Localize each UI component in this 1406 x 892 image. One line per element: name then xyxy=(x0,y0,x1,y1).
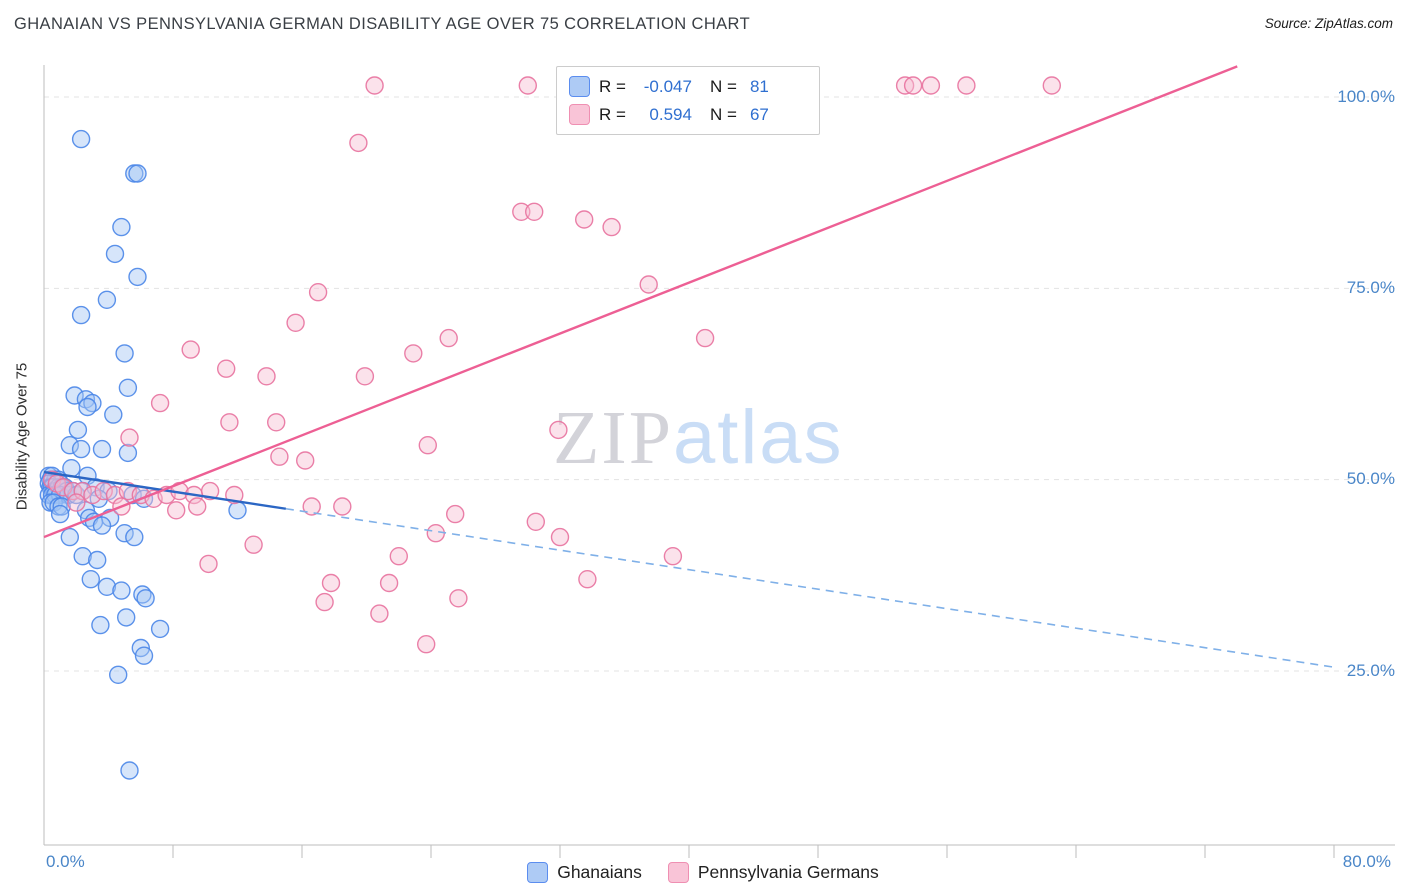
series-legend: Ghanaians Pennsylvania Germans xyxy=(0,862,1406,883)
legend-item-ghanaians: Ghanaians xyxy=(527,862,642,883)
legend-row-ghanaians: R = -0.047 N = 81 xyxy=(569,76,807,97)
y-axis-label: Disability Age Over 75 xyxy=(13,362,31,511)
ghanaians-swatch-icon xyxy=(527,862,549,883)
pennsylvania-swatch-icon xyxy=(667,862,689,883)
x-tick-max: 80.0% xyxy=(1342,852,1391,871)
y-tick-75: 75.0% xyxy=(1346,278,1395,297)
correlation-legend: R = -0.047 N = 81 R = 0.594 N = 67 xyxy=(556,66,820,135)
page-title: GHANAIAN VS PENNSYLVANIA GERMAN DISABILI… xyxy=(14,15,751,33)
r-label: R = xyxy=(599,104,626,124)
pennsylvania-label: Pennsylvania Germans xyxy=(697,862,879,882)
pennsylvania-n-value: 67 xyxy=(749,104,769,124)
r-label: R = xyxy=(599,76,626,96)
pennsylvania-swatch-icon xyxy=(569,104,590,125)
ghanaians-n-value: 81 xyxy=(749,76,769,96)
y-tick-25: 25.0% xyxy=(1346,661,1395,680)
n-label: N = xyxy=(709,76,737,96)
ghanaians-r-value: -0.047 xyxy=(643,76,692,96)
ghanaians-swatch-icon xyxy=(569,76,590,97)
legend-item-pennsylvania: Pennsylvania Germans xyxy=(667,862,879,883)
y-tick-100: 100.0% xyxy=(1337,87,1395,106)
source-attribution: Source: ZipAtlas.com xyxy=(1264,16,1393,31)
n-label: N = xyxy=(709,104,737,124)
pennsylvania-r-value: 0.594 xyxy=(649,104,692,124)
y-tick-50: 50.0% xyxy=(1346,469,1395,488)
ghanaians-label: Ghanaians xyxy=(557,862,642,882)
legend-row-pennsylvania: R = 0.594 N = 67 xyxy=(569,104,807,125)
x-tick-min: 0.0% xyxy=(46,852,85,871)
